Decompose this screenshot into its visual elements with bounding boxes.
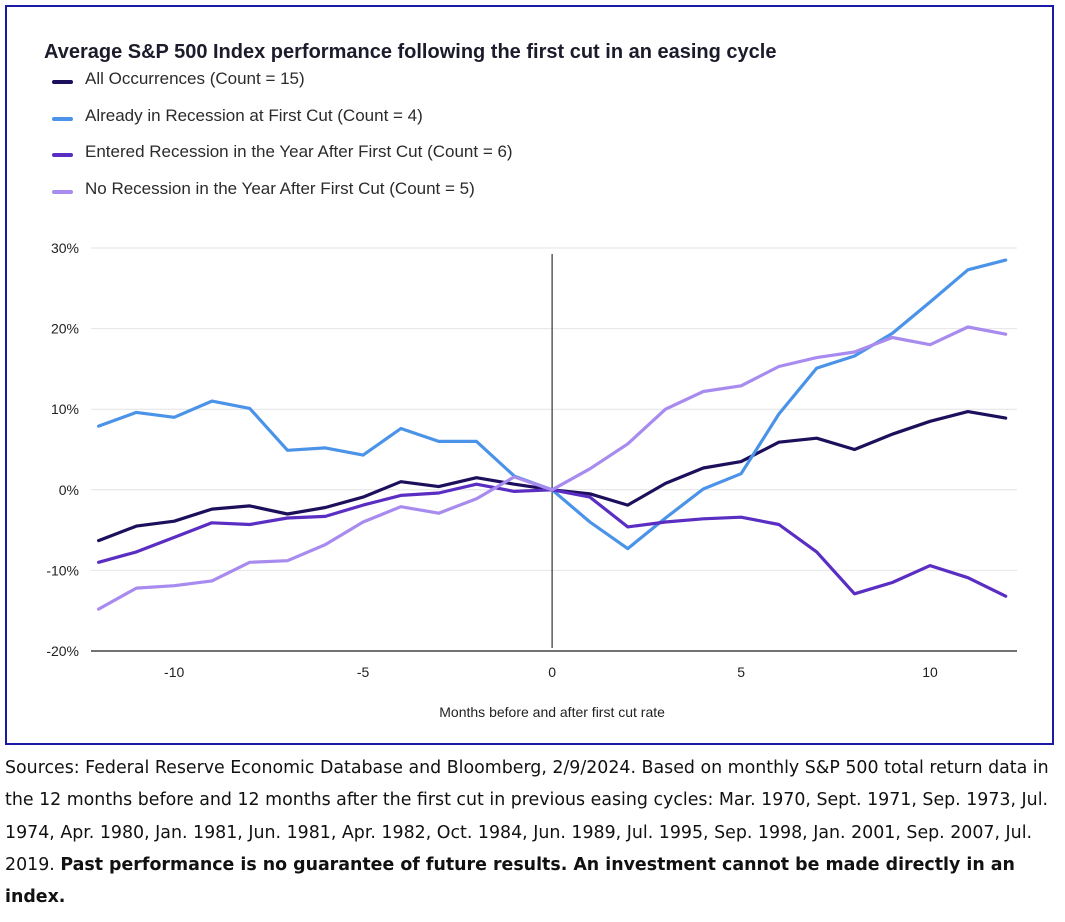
legend-swatch — [52, 116, 73, 121]
y-tick-label: -20% — [46, 643, 79, 659]
legend-swatch — [52, 189, 73, 194]
y-tick-label: 20% — [51, 321, 79, 337]
line-chart: -20% -10% 0% 10% 20% 30% -10 -5 0 5 10 Months befor… — [46, 240, 1017, 720]
legend-label: Already in Recession at First Cut (Count… — [85, 105, 423, 125]
x-tick-label: -5 — [357, 664, 370, 680]
y-tick-label: 0% — [59, 482, 79, 498]
sources-text: Sources: Federal Reserve Economic Databa… — [5, 758, 1049, 875]
x-tick-label: 0 — [548, 664, 556, 680]
chart-title: Average S&P 500 Index performance follow… — [44, 41, 777, 63]
x-axis-label: Months before and after first cut rate — [439, 704, 665, 720]
legend-label: All Occurrences (Count = 15) — [85, 69, 305, 88]
series-line-3 — [96, 325, 1008, 611]
legend-swatch — [52, 80, 73, 84]
legend-swatch — [52, 153, 73, 157]
y-tick-label: -10% — [46, 562, 79, 578]
y-tick-label: 30% — [51, 240, 79, 256]
sources-footnote: Sources: Federal Reserve Economic Databa… — [5, 752, 1057, 913]
disclaimer-text: Past performance is no guarantee of futu… — [5, 854, 1015, 908]
legend-label: Entered Recession in the Year After Firs… — [85, 142, 513, 161]
y-tick-label: 10% — [51, 401, 79, 417]
chart-frame: Average S&P 500 Index performance follow… — [5, 5, 1054, 745]
x-tick-label: -10 — [164, 664, 184, 680]
legend-label: No Recession in the Year After First Cut… — [85, 178, 475, 198]
x-tick-label: 10 — [922, 664, 938, 680]
x-tick-label: 5 — [737, 664, 745, 680]
